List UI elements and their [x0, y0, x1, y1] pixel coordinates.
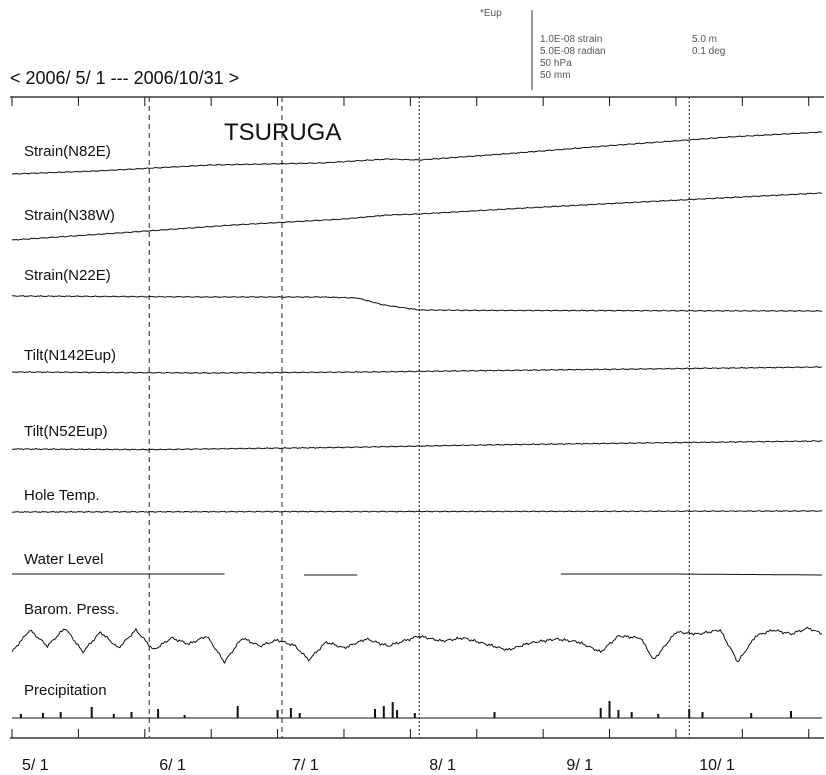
- scale-water-level: 5.0 m: [692, 34, 717, 45]
- channel-5: Tilt(N52Eup): [11, 423, 823, 451]
- precipitation-bar: [630, 712, 633, 718]
- channel-trace: [11, 626, 822, 664]
- scale-precipitation: 50 mm: [540, 70, 571, 81]
- scale-pressure: 50 hPa: [540, 58, 572, 69]
- precipitation-bar: [391, 702, 394, 718]
- channel-label: Water Level: [24, 551, 103, 568]
- channel-8: Barom. Press.: [11, 601, 822, 664]
- precipitation-bar: [19, 714, 22, 718]
- month-divider-lines: [148, 97, 690, 738]
- precipitation-bar: [276, 710, 279, 718]
- channel-1: Strain(N82E): [11, 131, 822, 175]
- channel-label: Tilt(N52Eup): [24, 423, 108, 440]
- scale-legend-header: *Eup: [480, 8, 502, 19]
- channel-label: Strain(N38W): [24, 207, 115, 224]
- precipitation-bar: [183, 715, 186, 718]
- precipitation-bar: [599, 708, 602, 718]
- month-tick-label: 5/ 1: [22, 757, 49, 774]
- channel-7: Water Level: [12, 551, 822, 576]
- scale-tilt: 5.0E-08 radian: [540, 46, 606, 57]
- date-range-label: < 2006/ 5/ 1 --- 2006/10/31 >: [10, 68, 239, 88]
- precipitation-bar: [608, 701, 611, 718]
- channel-trace: [11, 440, 823, 451]
- precipitation-bar: [90, 707, 93, 718]
- precipitation-bar: [382, 706, 385, 718]
- month-tick-label: 8/ 1: [429, 757, 456, 774]
- channel-label: Precipitation: [24, 682, 107, 699]
- channel-label: Barom. Press.: [24, 601, 119, 618]
- precipitation-bar: [493, 712, 496, 718]
- precipitation-bar: [298, 713, 301, 718]
- precipitation-bar: [130, 712, 133, 718]
- channel-9: Precipitation: [12, 682, 822, 719]
- water-level-segment: [560, 573, 822, 576]
- axis-tick-labels: 5/ 1 6/ 1 7/ 1 8/ 1 9/ 1 10/ 1: [22, 757, 735, 774]
- scale-temperature: 0.1 deg: [692, 46, 725, 57]
- channel-2: Strain(N38W): [11, 192, 823, 241]
- axis-ticks: [11, 97, 810, 738]
- precipitation-bar: [236, 706, 239, 718]
- channel-label: Hole Temp.: [24, 487, 100, 504]
- channel-trace: [11, 295, 823, 313]
- precipitation-bar: [790, 711, 792, 718]
- channel-3: Strain(N22E): [11, 267, 823, 313]
- month-tick-label: 9/ 1: [566, 757, 593, 774]
- channel-6: Hole Temp.: [11, 487, 823, 513]
- channel-label: Strain(N22E): [24, 267, 111, 284]
- channel-label: Strain(N82E): [24, 143, 111, 160]
- scale-legend: *Eup 1.0E-08 strain 5.0E-08 radian 50 hP…: [480, 8, 725, 90]
- precipitation-bar: [617, 710, 620, 718]
- channel-trace: [11, 192, 823, 241]
- channel-4: Tilt(N142Eup): [11, 347, 823, 374]
- month-tick-label: 6/ 1: [159, 757, 186, 774]
- month-tick-label: 7/ 1: [292, 757, 319, 774]
- channel-trace: [11, 131, 822, 175]
- channel-trace: [11, 509, 823, 513]
- precipitation-bar: [289, 708, 292, 718]
- precipitation-bar: [657, 714, 660, 718]
- precipitation-bar: [59, 712, 62, 718]
- precipitation-bar: [157, 709, 160, 718]
- scale-strain: 1.0E-08 strain: [540, 34, 602, 45]
- precipitation-bar: [413, 713, 416, 718]
- precipitation-bar: [112, 714, 115, 718]
- precipitation-bar: [750, 713, 753, 718]
- precipitation-bar: [42, 713, 44, 718]
- precipitation-bar: [374, 709, 376, 718]
- precipitation-bar: [396, 710, 399, 718]
- channel-label: Tilt(N142Eup): [24, 347, 116, 364]
- precipitation-bar: [701, 712, 704, 718]
- channel-trace: [11, 366, 823, 374]
- month-tick-label: 10/ 1: [699, 757, 735, 774]
- channel-traces: Strain(N82E) Strain(N38W) Strain(N22E) Tilt…: [11, 131, 823, 719]
- chart-title: TSURUGA: [224, 119, 341, 146]
- precipitation-bar: [688, 709, 691, 718]
